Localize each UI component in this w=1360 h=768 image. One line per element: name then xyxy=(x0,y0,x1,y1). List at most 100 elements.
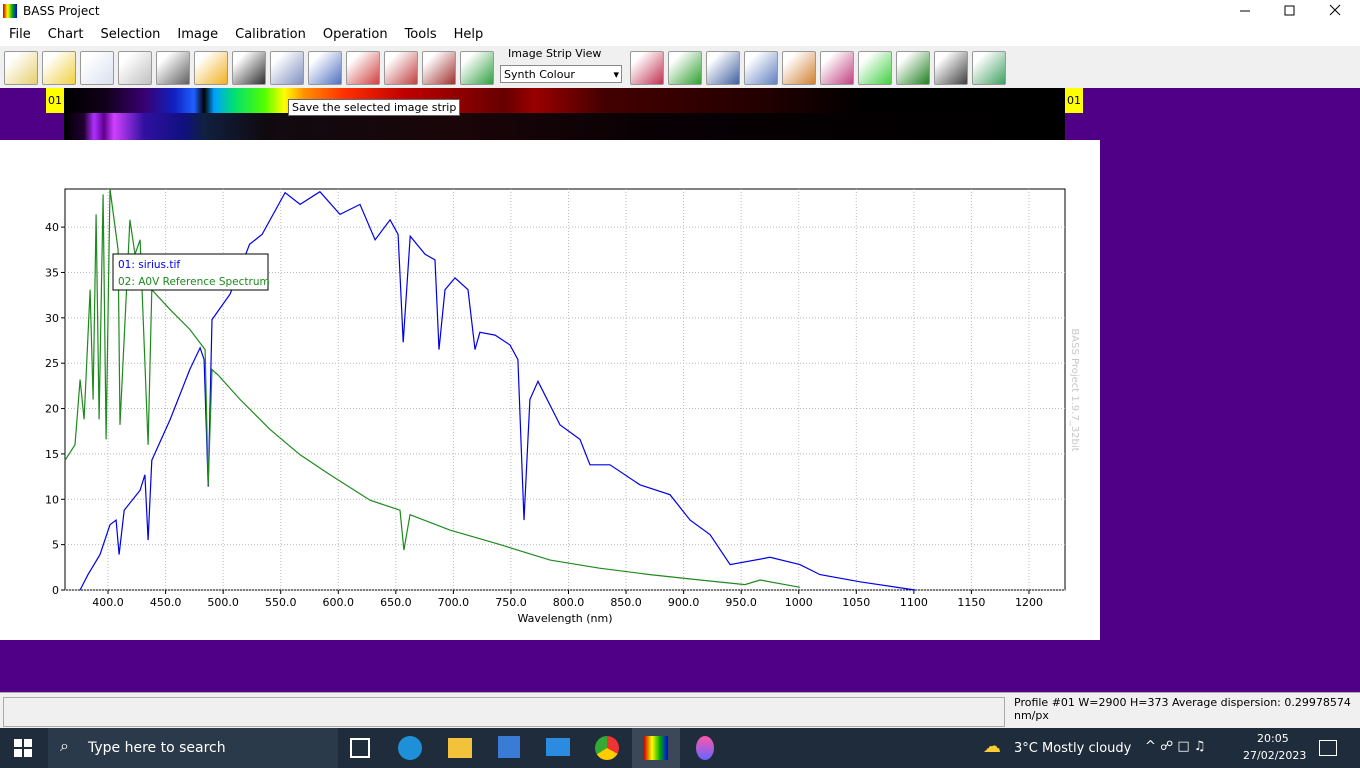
start-button[interactable] xyxy=(14,739,34,757)
window-title: BASS Project xyxy=(23,4,100,18)
task-view[interactable] xyxy=(350,738,370,758)
legend-entry: 02: A0V Reference Spectrum xyxy=(118,276,270,288)
chart: Wavelength (nm) BASS Project 1.9.7_32bit… xyxy=(0,140,1100,640)
app-icon xyxy=(3,4,17,18)
explorer-icon[interactable] xyxy=(448,738,472,758)
x-tick-label: 850.0 xyxy=(610,596,642,609)
legend: 01: sirius.tif 02: A0V Reference Spectrum xyxy=(112,253,270,291)
toolbar-button[interactable] xyxy=(820,51,854,85)
strip-label-left: 01 xyxy=(46,88,64,113)
menu-item[interactable]: File xyxy=(9,27,31,42)
watermark: BASS Project 1.9.7_32bit xyxy=(1069,328,1080,451)
x-tick-label: 500.0 xyxy=(207,596,239,609)
plot-area xyxy=(64,188,1066,591)
y-tick-label: 15 xyxy=(45,448,59,461)
strip-label-right: 01 xyxy=(1065,88,1083,113)
window-controls[interactable] xyxy=(1230,0,1360,22)
toolbar-button[interactable] xyxy=(460,51,494,85)
menu-item[interactable]: Chart xyxy=(47,27,84,42)
series-line xyxy=(79,190,916,591)
x-tick-label: 800.0 xyxy=(553,596,585,609)
y-tick-label: 35 xyxy=(45,266,59,279)
x-tick-label: 750.0 xyxy=(495,596,527,609)
menu-item[interactable]: Operation xyxy=(322,27,388,42)
status-text: Profile #01 W=2900 H=373 Average dispers… xyxy=(1014,696,1351,722)
x-tick-label: 450.0 xyxy=(150,596,182,609)
x-tick-label: 700.0 xyxy=(438,596,470,609)
toolbar-button[interactable] xyxy=(156,51,190,85)
search-box[interactable]: ⌕ Type here to search xyxy=(48,728,338,768)
legend-entry: 01: sirius.tif xyxy=(118,259,180,271)
y-tick-label: 25 xyxy=(45,357,59,370)
title-bar: BASS Project xyxy=(0,0,1360,22)
restore[interactable] xyxy=(1284,5,1295,16)
toolbar: Image Strip View Synth Colour (stretch)▾ xyxy=(0,46,1360,99)
toolbar-button[interactable] xyxy=(706,51,740,85)
taskbar: ⌕ Type here to search ☁ 3°C Mostly cloud… xyxy=(0,728,1360,768)
weather: 3°C Mostly cloudy xyxy=(1014,741,1132,756)
toolbar-button[interactable] xyxy=(118,51,152,85)
menu-item[interactable]: Help xyxy=(453,27,484,42)
toolbar-button[interactable] xyxy=(384,51,418,85)
edge-icon[interactable] xyxy=(398,736,422,760)
chrome-icon[interactable] xyxy=(595,736,619,760)
x-tick-label: 400.0 xyxy=(92,596,124,609)
toolbar-button[interactable] xyxy=(972,51,1006,85)
x-tick-label: 1000 xyxy=(785,596,813,609)
toolbar-button[interactable] xyxy=(232,51,266,85)
y-tick-label: 5 xyxy=(52,539,59,552)
app-icon-2[interactable] xyxy=(696,736,714,760)
toolbar-button[interactable] xyxy=(80,51,114,85)
menu-item[interactable]: Calibration xyxy=(235,27,306,42)
toolbar-button[interactable] xyxy=(422,51,456,85)
y-tick-label: 40 xyxy=(45,221,59,234)
toolbar-button[interactable] xyxy=(630,51,664,85)
menu-item[interactable]: Image xyxy=(177,27,219,42)
toolbar-button[interactable] xyxy=(42,51,76,85)
store-icon[interactable] xyxy=(498,736,520,758)
x-axis-label: Wavelength (nm) xyxy=(517,612,612,625)
clock-date: 27/02/2023 xyxy=(1243,749,1307,762)
toolbar-button[interactable] xyxy=(896,51,930,85)
clock-time: 20:05 xyxy=(1257,732,1289,745)
x-tick-label: 550.0 xyxy=(265,596,297,609)
image-strip[interactable] xyxy=(64,88,1065,113)
toolbar-button[interactable] xyxy=(270,51,304,85)
x-tick-label: 950.0 xyxy=(725,596,757,609)
menu-bar: File Chart Selection Image Calibration Operat… xyxy=(0,22,1360,46)
x-tick-label: 1150 xyxy=(957,596,985,609)
bass-task[interactable] xyxy=(632,728,680,768)
tooltip: Save the selected image strip xyxy=(288,99,461,116)
strip-view-dropdown[interactable]: Synth Colour (stretch)▾ xyxy=(500,65,622,99)
y-tick-label: 20 xyxy=(45,403,59,416)
image-strip-synth[interactable] xyxy=(64,113,1065,140)
toolbar-button[interactable] xyxy=(194,51,228,85)
x-tick-label: 1050 xyxy=(842,596,870,609)
menu-item[interactable]: Tools xyxy=(404,27,437,42)
strip-view-label: Image Strip View xyxy=(508,47,602,60)
toolbar-button[interactable] xyxy=(858,51,892,85)
status-bar: Profile #01 W=2900 H=373 Average dispers… xyxy=(0,692,1360,729)
close[interactable] xyxy=(1329,4,1341,16)
x-tick-label: 1200 xyxy=(1015,596,1043,609)
toolbar-button[interactable] xyxy=(4,51,38,85)
toolbar-button[interactable] xyxy=(744,51,778,85)
notifications[interactable] xyxy=(1319,740,1337,756)
x-tick-label: 650.0 xyxy=(380,596,412,609)
series-line xyxy=(64,188,801,588)
toolbar-button[interactable] xyxy=(346,51,380,85)
mail-icon[interactable] xyxy=(546,738,570,756)
legend-box xyxy=(112,253,269,291)
y-tick-label: 10 xyxy=(45,493,59,506)
menu-item[interactable]: Selection xyxy=(100,27,161,42)
x-tick-label: 1100 xyxy=(900,596,928,609)
x-tick-label: 900.0 xyxy=(668,596,700,609)
toolbar-button[interactable] xyxy=(668,51,702,85)
toolbar-button[interactable] xyxy=(934,51,968,85)
search-placeholder: Type here to search xyxy=(88,740,226,756)
toolbar-button[interactable] xyxy=(782,51,816,85)
y-tick-label: 30 xyxy=(45,312,59,325)
toolbar-button[interactable] xyxy=(308,51,342,85)
y-tick-label: 0 xyxy=(52,584,59,597)
